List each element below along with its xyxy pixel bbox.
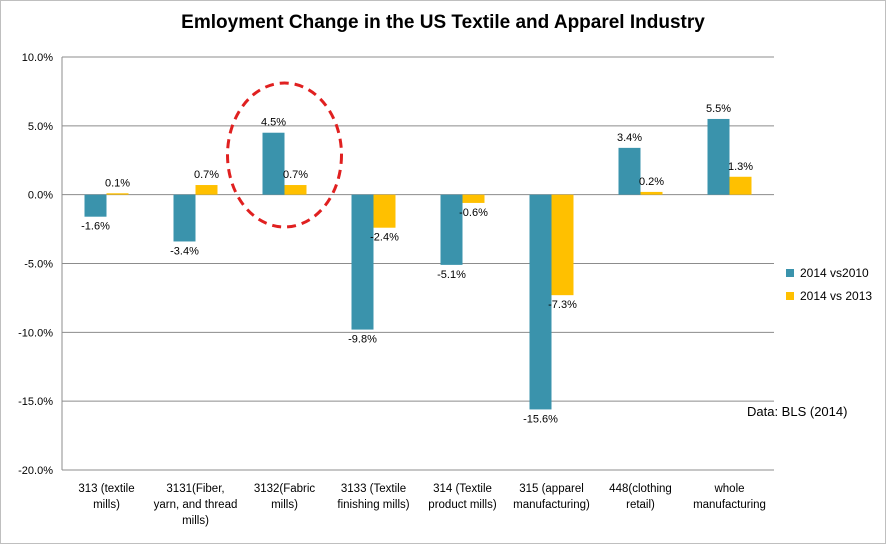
data-label: 1.3% (728, 161, 753, 173)
x-category-label: 3131(Fiber, yarn, and thread mills) (154, 483, 238, 527)
x-category-label: 315 (apparel manufacturing) (513, 483, 590, 511)
bar-series2 (640, 191, 663, 195)
x-category-label: 448(clothing retail) (609, 483, 672, 511)
legend-swatch (786, 292, 794, 300)
x-category-label: 3132(Fabric mills) (254, 483, 316, 511)
bar-series1 (351, 194, 374, 330)
data-label: 4.5% (261, 117, 286, 129)
bar-series2 (195, 185, 218, 195)
data-label: 0.7% (194, 169, 219, 181)
data-label: 0.7% (283, 169, 308, 181)
bar-series1 (84, 194, 107, 217)
data-label: -9.8% (348, 334, 377, 346)
legend-label: 2014 vs 2013 (800, 289, 872, 303)
data-label: 5.5% (706, 103, 731, 115)
x-category-label: 313 (textile mills) (78, 483, 134, 511)
y-tick-label: -20.0% (18, 465, 53, 477)
bar-series1 (262, 132, 285, 195)
x-category-label: whole manufacturing (693, 483, 766, 511)
data-label: -0.6% (459, 207, 488, 219)
y-tick-label: 5.0% (28, 121, 53, 133)
data-label: -15.6% (523, 413, 558, 425)
bar-series2 (729, 176, 752, 195)
data-label: 0.1% (105, 177, 130, 189)
chart-title: Emloyment Change in the US Textile and A… (181, 12, 705, 33)
data-label: -1.6% (81, 221, 110, 233)
legend-label: 2014 vs2010 (800, 266, 869, 280)
bar-series2 (551, 194, 574, 296)
y-tick-label: 10.0% (22, 52, 53, 64)
data-label: -2.4% (370, 232, 399, 244)
bar-series1 (440, 194, 463, 265)
bar-series1 (618, 147, 641, 195)
highlight-ellipse (226, 81, 343, 229)
legend-swatch (786, 269, 794, 277)
data-label: 0.2% (639, 176, 664, 188)
source-annotation: Data: BLS (2014) (747, 404, 848, 419)
bar-series1 (529, 194, 552, 410)
data-label: -7.3% (548, 299, 577, 311)
bar-series2 (373, 194, 396, 228)
y-tick-label: -10.0% (18, 327, 53, 339)
data-label: 3.4% (617, 132, 642, 144)
bar-series1 (173, 194, 196, 242)
bar-series2 (284, 185, 307, 195)
bar-series2 (462, 194, 485, 203)
bar-series1 (707, 118, 730, 195)
data-label: -5.1% (437, 269, 466, 281)
data-label: -3.4% (170, 245, 199, 257)
y-tick-label: -5.0% (24, 259, 53, 271)
y-tick-label: -15.0% (18, 396, 53, 408)
x-category-label: 314 (Textile product mills) (428, 483, 497, 511)
x-category-label: 3133 (Textile finishing mills) (337, 483, 409, 511)
bar-series2 (106, 193, 129, 195)
y-tick-label: 0.0% (28, 190, 53, 202)
